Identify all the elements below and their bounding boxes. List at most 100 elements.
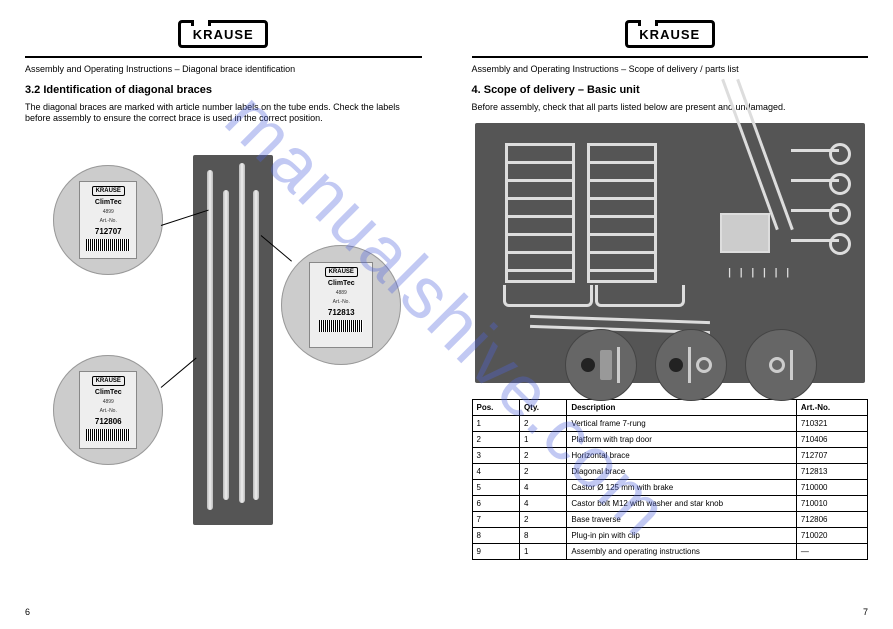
castor [791, 231, 851, 251]
table-cell: 1 [519, 544, 566, 560]
label-art-number: 712806 [95, 417, 122, 426]
castor [791, 171, 851, 191]
table-cell: — [796, 544, 867, 560]
table-row: 88Plug-in pin with clip710020 [472, 528, 868, 544]
barcode [86, 429, 130, 441]
barcode [86, 239, 130, 251]
table-cell: Plug-in pin with clip [567, 528, 796, 544]
label-art-caption: Art.-No. [100, 408, 117, 414]
table-cell: 712806 [796, 512, 867, 528]
brace-rod [207, 170, 213, 510]
label-callout: KRAUSE ClimTec 4899 Art.-No. 712707 [53, 165, 163, 275]
table-cell: 4 [519, 496, 566, 512]
manual-page-left: KRAUSE Assembly and Operating Instructio… [0, 0, 447, 629]
brace-rod [223, 190, 229, 500]
table-cell: Vertical frame 7-rung [567, 416, 796, 432]
table-cell: 710406 [796, 432, 867, 448]
header-rule [25, 56, 422, 58]
logo-text: KRAUSE [639, 27, 700, 42]
page-subtitle: Assembly and Operating Instructions – Sc… [472, 64, 869, 76]
brace-rod [239, 163, 245, 503]
table-cell: 7 [472, 512, 519, 528]
label-brand: KRAUSE [92, 376, 125, 386]
label-brand: KRAUSE [92, 186, 125, 196]
article-label: KRAUSE ClimTec 4899 Art.-No. 712707 [79, 181, 137, 259]
hardware-detail [655, 329, 727, 401]
section-heading: 3.2 Identification of diagonal braces [25, 84, 422, 96]
barcode [319, 320, 363, 332]
table-cell: 8 [519, 528, 566, 544]
table-row: 42Diagonal brace712813 [472, 464, 868, 480]
logo-text: KRAUSE [193, 27, 254, 42]
table-cell: 2 [472, 432, 519, 448]
hardware-detail [745, 329, 817, 401]
label-art-caption: Art.-No. [333, 299, 350, 305]
table-cell: 2 [519, 416, 566, 432]
table-cell: 9 [472, 544, 519, 560]
parts-table: Pos. Qty. Description Art.-No. 12Vertica… [472, 399, 869, 560]
page-number: 6 [25, 607, 30, 617]
table-cell: 2 [519, 464, 566, 480]
label-callout: KRAUSE ClimTec 4899 Art.-No. 712806 [53, 355, 163, 465]
label-callout: KRAUSE ClimTec 4889 Art.-No. 712813 [281, 245, 401, 365]
col-qty: Qty. [519, 400, 566, 416]
ladder-frame [587, 143, 657, 283]
col-art: Art.-No. [796, 400, 867, 416]
brace-identification-figure: KRAUSE ClimTec 4899 Art.-No. 712707 KRAU… [63, 155, 383, 525]
label-brand: KRAUSE [325, 267, 358, 277]
castor-set [791, 141, 851, 251]
table-cell: 712707 [796, 448, 867, 464]
table-cell: Platform with trap door [567, 432, 796, 448]
label-model: ClimTec [95, 389, 122, 396]
table-cell: Horizontal brace [567, 448, 796, 464]
ladder-frame [505, 143, 575, 283]
table-cell: 5 [472, 480, 519, 496]
platform [720, 213, 770, 253]
table-row: 32Horizontal brace712707 [472, 448, 868, 464]
label-code: 4889 [336, 290, 347, 296]
table-cell: Castor bolt M12 with washer and star kno… [567, 496, 796, 512]
label-code: 4899 [103, 399, 114, 405]
table-row: 54Castor Ø 125 mm with brake710000 [472, 480, 868, 496]
table-row: 64Castor bolt M12 with washer and star k… [472, 496, 868, 512]
table-cell: Diagonal brace [567, 464, 796, 480]
section-heading: 4. Scope of delivery – Basic unit [472, 84, 869, 96]
page-number: 7 [863, 607, 868, 617]
article-label: KRAUSE ClimTec 4899 Art.-No. 712806 [79, 371, 137, 449]
header-rule [472, 56, 869, 58]
table-cell: 1 [472, 416, 519, 432]
krause-logo: KRAUSE [178, 20, 268, 48]
table-row: 91Assembly and operating instructions— [472, 544, 868, 560]
table-row: 12Vertical frame 7-rung710321 [472, 416, 868, 432]
article-label: KRAUSE ClimTec 4889 Art.-No. 712813 [309, 262, 373, 348]
table-cell: 710000 [796, 480, 867, 496]
table-cell: 710020 [796, 528, 867, 544]
table-cell: 2 [519, 448, 566, 464]
table-cell: 4 [519, 480, 566, 496]
table-cell: 1 [519, 432, 566, 448]
base-traverse [595, 285, 685, 307]
manual-page-right: KRAUSE Assembly and Operating Instructio… [447, 0, 893, 629]
krause-logo: KRAUSE [625, 20, 715, 48]
label-art-number: 712813 [328, 308, 355, 317]
table-row: 72Base traverse712806 [472, 512, 868, 528]
hardware-detail [565, 329, 637, 401]
label-art-caption: Art.-No. [100, 218, 117, 224]
table-cell: 3 [472, 448, 519, 464]
table-cell: 710321 [796, 416, 867, 432]
castor [791, 141, 851, 161]
hardware-pile: ╵╵╵╵╵╵ [725, 268, 795, 288]
page-subtitle: Assembly and Operating Instructions – Di… [25, 64, 422, 76]
table-cell: 8 [472, 528, 519, 544]
table-cell: 710010 [796, 496, 867, 512]
base-traverse [503, 285, 593, 307]
leader-line [161, 358, 197, 388]
castor [791, 201, 851, 221]
label-model: ClimTec [95, 199, 122, 206]
table-cell: 4 [472, 464, 519, 480]
parts-overview-photo: ╵╵╵╵╵╵ [475, 123, 865, 383]
section-body: The diagonal braces are marked with arti… [25, 102, 422, 125]
label-code: 4899 [103, 209, 114, 215]
table-cell: Assembly and operating instructions [567, 544, 796, 560]
table-header-row: Pos. Qty. Description Art.-No. [472, 400, 868, 416]
